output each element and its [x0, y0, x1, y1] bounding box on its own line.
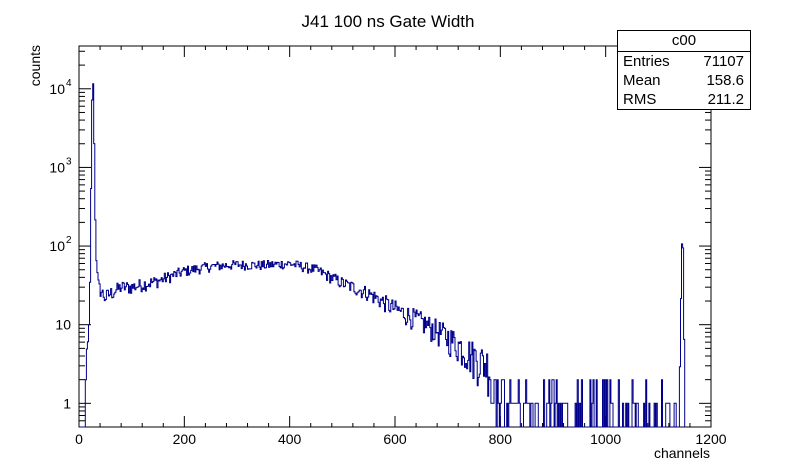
- y-tick-label: 1: [63, 395, 71, 411]
- stats-row-entries: Entries 71107: [618, 52, 750, 71]
- x-tick-label: 600: [383, 431, 407, 447]
- y-tick-exponent: 2: [66, 235, 72, 246]
- y-tick-label: 10: [55, 317, 71, 333]
- y-tick-exponent: 4: [66, 78, 72, 89]
- stats-row-rms: RMS 211.2: [618, 90, 750, 109]
- y-tick-label: 10: [49, 81, 65, 97]
- x-tick-label: 800: [489, 431, 513, 447]
- y-tick-label: 10: [49, 238, 65, 254]
- stats-label: Mean: [623, 72, 661, 89]
- stats-label: RMS: [623, 91, 657, 108]
- x-tick-label: 1000: [590, 431, 621, 447]
- histogram-line: [79, 83, 686, 428]
- stats-label: Entries: [623, 53, 670, 70]
- x-axis-label: channels: [654, 445, 710, 461]
- stats-box: c00 Entries 71107 Mean 158.6 RMS 211.2: [617, 30, 751, 110]
- stats-row-mean: Mean 158.6: [618, 71, 750, 90]
- chart-title: J41 100 ns Gate Width: [302, 12, 475, 31]
- stats-value: 211.2: [707, 91, 744, 108]
- y-tick-label: 10: [49, 159, 65, 175]
- stats-value: 71107: [703, 53, 744, 70]
- x-tick-label: 1200: [695, 431, 726, 447]
- x-tick-label: 200: [173, 431, 197, 447]
- stats-value: 158.6: [706, 72, 744, 89]
- y-axis-label: counts: [27, 45, 43, 86]
- x-tick-label: 0: [75, 431, 83, 447]
- x-tick-label: 400: [278, 431, 302, 447]
- stats-title: c00: [618, 31, 750, 52]
- y-tick-exponent: 3: [66, 156, 72, 167]
